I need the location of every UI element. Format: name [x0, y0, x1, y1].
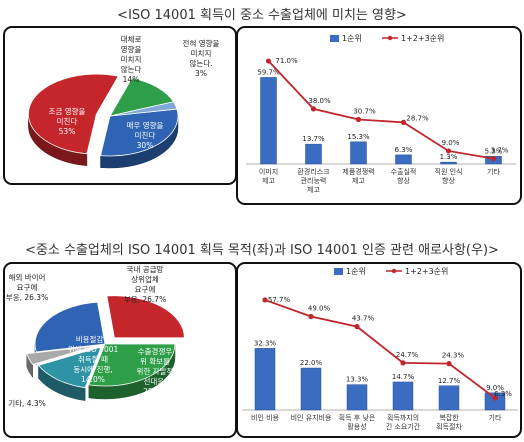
- bar: [260, 77, 277, 165]
- legend-bar-swatch: [330, 35, 339, 42]
- bar-value-label: 12.7%: [438, 377, 461, 385]
- difficulty-bar-chart: 1순위 1+2+3순위 32.3% 비인 비용 22.0% 비인 유지비용 13.3% 획득 …: [242, 267, 518, 431]
- bar: [484, 392, 506, 411]
- line-value-label: 3.7%: [491, 147, 509, 155]
- pie-slice: [109, 101, 178, 117]
- line-point: [445, 148, 452, 154]
- pie-slice-label: 조금 영향을 미친다 53%: [49, 106, 86, 136]
- effect-bar-chart: 1순위 1+2+3순위 59.7% 이미지 제고 13.7% 환경리스크 관리능력 제고 15.3…: [246, 34, 516, 194]
- line-point: [310, 106, 317, 112]
- x-tick-label: 직원 인식 향상: [435, 167, 463, 185]
- pie-slice: [34, 301, 106, 353]
- line-point: [354, 324, 360, 330]
- line-point: [400, 360, 406, 366]
- bar-value-label: 59.7%: [257, 68, 280, 76]
- bar-value-label: 9.0%: [486, 384, 504, 392]
- bar-value-label: 13.3%: [346, 376, 369, 384]
- bar: [438, 385, 460, 411]
- pie-slice-label: 기타, 4.3%: [8, 399, 46, 408]
- impact-pie-panel: 매우 영향을 미친다 30% 조금 영향을 미친다 53% 대체로 영향을 미치지 않는다 14% 전…: [3, 26, 237, 185]
- line-value-label: 57.7%: [268, 296, 291, 304]
- pie-slice-label: 국내 공급망 상위업체 요구에 부응, 26.7%: [124, 264, 166, 304]
- line-value-label: 28.7%: [406, 114, 429, 122]
- bar: [440, 161, 457, 165]
- legend-bar-swatch: [334, 268, 343, 275]
- chart-legend: 1순위 1+2+3순위: [330, 34, 444, 43]
- pie-slice-label: 매우 영향을 미친다 30%: [127, 120, 164, 150]
- pie-slice: [27, 73, 119, 155]
- pie-slice: [37, 346, 102, 389]
- pie-slice: [109, 77, 175, 117]
- x-tick-label: 제품경쟁력 제고: [342, 167, 374, 185]
- bar-value-label: 5.3%: [485, 147, 503, 155]
- line-point: [265, 58, 272, 64]
- pie-slice-label: 해외 바이어 요구에 부응, 26.3%: [6, 272, 48, 302]
- line-value-label: 38.0%: [308, 97, 331, 105]
- pie-slice: [100, 108, 179, 157]
- x-tick-label: 비인 비용: [251, 413, 280, 422]
- pie-slice-label: 전혀 영향을 미치지 않는다. 3%: [183, 38, 220, 78]
- line-value-label: 71.0%: [275, 57, 298, 65]
- x-tick-label: 기타: [487, 167, 500, 176]
- line-value-label: 24.3%: [442, 352, 465, 360]
- bar-value-label: 1.3%: [440, 153, 458, 161]
- bar: [300, 367, 322, 411]
- purpose-pie-chart: 수출경쟁우 위 확보를 위한 자발적 선대응, 28.7% 비용절감을 위해 ISO 900…: [6, 264, 185, 408]
- line-point: [308, 313, 314, 320]
- line-value-label: 6.3%: [494, 390, 512, 398]
- legend-bar-label: 1순위: [342, 34, 362, 43]
- line-point: [492, 395, 498, 401]
- line-value-label: 24.7%: [396, 351, 419, 359]
- bar-value-label: 15.3%: [347, 133, 370, 141]
- pie-slice-label: 수출경쟁우 위 확보를 위한 자발적 선대응, 28.7%: [137, 346, 174, 396]
- bottom-title: <중소 수출업체의 ISO 14001 획득 목적(좌)과 ISO 14001 …: [25, 243, 499, 258]
- pie-slice-label: 비용절감을 위해 ISO 9001 취득할 때 동시에 진행, 14.0%: [68, 334, 119, 384]
- line-value-label: 9.0%: [442, 139, 460, 147]
- pie-slice: [88, 343, 176, 387]
- line-point: [355, 116, 362, 123]
- bar: [346, 384, 368, 411]
- bar-value-label: 6.3%: [395, 146, 413, 154]
- bar-value-label: 13.7%: [302, 135, 325, 143]
- legend-line-label: 1+2+3순위: [401, 34, 444, 43]
- purpose-pie-panel: 수출경쟁우 위 확보를 위한 자발적 선대응, 28.7% 비용절감을 위해 ISO 900…: [3, 262, 237, 438]
- line-value-label: 30.7%: [353, 107, 376, 115]
- series-line: [264, 299, 496, 399]
- bar-value-label: 22.0%: [300, 359, 323, 367]
- x-tick-label: 수출실적 향상: [391, 167, 417, 185]
- x-tick-label: 비인 유지비용: [291, 413, 332, 422]
- line-point: [262, 297, 268, 303]
- pie-slice: [26, 345, 96, 365]
- pie-slice-label: 대체로 영향을 미치지 않는다 14%: [121, 34, 142, 84]
- top-title: <ISO 14001 획득이 중소 수출업체에 미치는 영향>: [117, 8, 407, 23]
- bar-value-label: 32.3%: [254, 339, 277, 347]
- x-tick-label: 획득까지의 긴 소요기간: [386, 413, 421, 431]
- legend-line-label: 1+2+3순위: [405, 267, 448, 276]
- bar: [395, 154, 412, 165]
- bar: [305, 143, 322, 165]
- line-value-label: 43.7%: [352, 315, 375, 323]
- chart-legend: 1순위 1+2+3순위: [334, 267, 448, 276]
- bar: [254, 348, 276, 411]
- x-tick-label: 복잡한 획득절차: [436, 413, 462, 431]
- line-point: [446, 361, 452, 367]
- series-line: [267, 60, 494, 160]
- line-point: [400, 119, 407, 125]
- bar-value-label: 14.7%: [392, 373, 415, 381]
- x-tick-label: 기타: [489, 413, 502, 422]
- impact-pie-chart: 매우 영향을 미친다 30% 조금 영향을 미친다 53% 대체로 영향을 미치지 않는다 14% 전…: [27, 34, 220, 169]
- legend-line-marker: [387, 35, 393, 41]
- bar: [392, 381, 414, 411]
- x-tick-label: 이미지 제고: [259, 167, 278, 185]
- bar: [350, 141, 367, 165]
- x-tick-label: 환경리스크 관리능력 제고: [297, 167, 330, 194]
- pie-slice: [106, 295, 185, 339]
- line-point: [490, 156, 497, 162]
- effect-bar-panel: 1순위 1+2+3순위 59.7% 이미지 제고 13.7% 환경리스크 관리능력 제고 15.3…: [236, 26, 522, 205]
- x-tick-label: 획득 후 낮은 활용성: [339, 413, 376, 431]
- legend-bar-label: 1순위: [346, 267, 366, 276]
- difficulty-bar-panel: 1순위 1+2+3순위 32.3% 비인 비용 22.0% 비인 유지비용 13.3% 획득 …: [236, 262, 522, 438]
- line-value-label: 49.0%: [308, 305, 331, 313]
- legend-line-marker: [391, 268, 397, 274]
